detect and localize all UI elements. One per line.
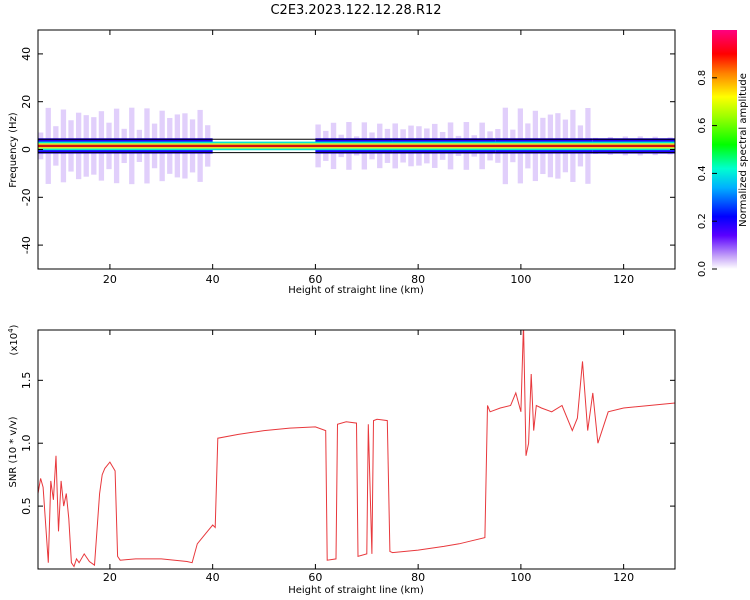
snr-scale-exponent: 4 <box>7 328 15 333</box>
spectrogram-xtick-label: 80 <box>411 273 425 286</box>
snr-scale-prefix: (x10 <box>9 333 20 356</box>
figure-title: C2E3.2023.122.12.28.R12 <box>270 3 441 18</box>
colorbar: 0.0 0.2 0.4 0.6 0.8 Normalized spectral ampl… <box>697 30 749 277</box>
snr-xtick-label: 60 <box>308 571 322 584</box>
spectrogram-ytick-label: 20 <box>20 95 33 109</box>
spectrogram-ytick-label: -40 <box>20 236 33 254</box>
colorbar-tick-label: 0.6 <box>697 118 708 134</box>
colorbar-gradient <box>712 30 737 269</box>
snr-xtick-label: 20 <box>103 571 117 584</box>
snr-frame <box>37 329 676 570</box>
snr-marks <box>38 330 675 568</box>
svg-text:(x104): (x104) <box>7 324 20 355</box>
spectrogram-ticks: 20 40 60 80 100 120 -40 -20 0 20 40 <box>20 30 675 286</box>
spectrogram-xtick-label: 20 <box>103 273 117 286</box>
colorbar-tick-label: 0.8 <box>697 70 708 86</box>
colorbar-ticks: 0.0 0.2 0.4 0.6 0.8 <box>697 70 717 277</box>
spectrogram-xtick-label: 100 <box>510 273 531 286</box>
snr-ytick-label: 1.0 <box>20 434 33 452</box>
spectrogram-xlabel: Height of straight line (km) <box>288 285 424 296</box>
colorbar-tick-label: 0.2 <box>697 213 708 229</box>
spectrogram-ylabel: Frequency (Hz) <box>8 112 19 188</box>
snr-panel: 20 40 60 80 100 120 0.5 1.0 1.5 Height of straig… <box>7 324 676 596</box>
spectrogram-xtick-label: 120 <box>613 273 634 286</box>
snr-xtick-label: 120 <box>613 571 634 584</box>
snr-ylabel: SNR (10 * v/v) <box>8 416 19 487</box>
snr-xlabel: Height of straight line (km) <box>288 585 424 596</box>
snr-ticks: 20 40 60 80 100 120 0.5 1.0 1.5 <box>20 330 675 584</box>
snr-ytick-label: 1.5 <box>20 372 33 390</box>
spectrogram-panel: 20 40 60 80 100 120 -40 -20 0 20 40 Height of stra… <box>8 29 676 296</box>
snr-xtick-label: 40 <box>206 571 220 584</box>
colorbar-tick-label: 0.4 <box>697 165 708 181</box>
snr-xtick-label: 80 <box>411 571 425 584</box>
spectrogram-ytick-label: 0 <box>20 146 33 153</box>
colorbar-label: Normalized spectral amplitude <box>738 73 749 227</box>
colorbar-tick-label: 0.0 <box>697 261 708 277</box>
snr-ytick-label: 0.5 <box>20 497 33 514</box>
snr-series-line <box>38 330 675 568</box>
snr-scale-close: ) <box>9 324 20 328</box>
spectrogram-xtick-label: 60 <box>308 273 322 286</box>
spectrogram-ytick-label: -20 <box>20 188 33 206</box>
spectrogram-marks <box>38 107 675 185</box>
snr-xtick-label: 100 <box>510 571 531 584</box>
spectrogram-core-band <box>38 144 675 148</box>
spectrogram-xtick-label: 40 <box>206 273 220 286</box>
snr-scale-label: (x104) <box>7 324 20 355</box>
spectrogram-ytick-label: 40 <box>20 47 33 61</box>
